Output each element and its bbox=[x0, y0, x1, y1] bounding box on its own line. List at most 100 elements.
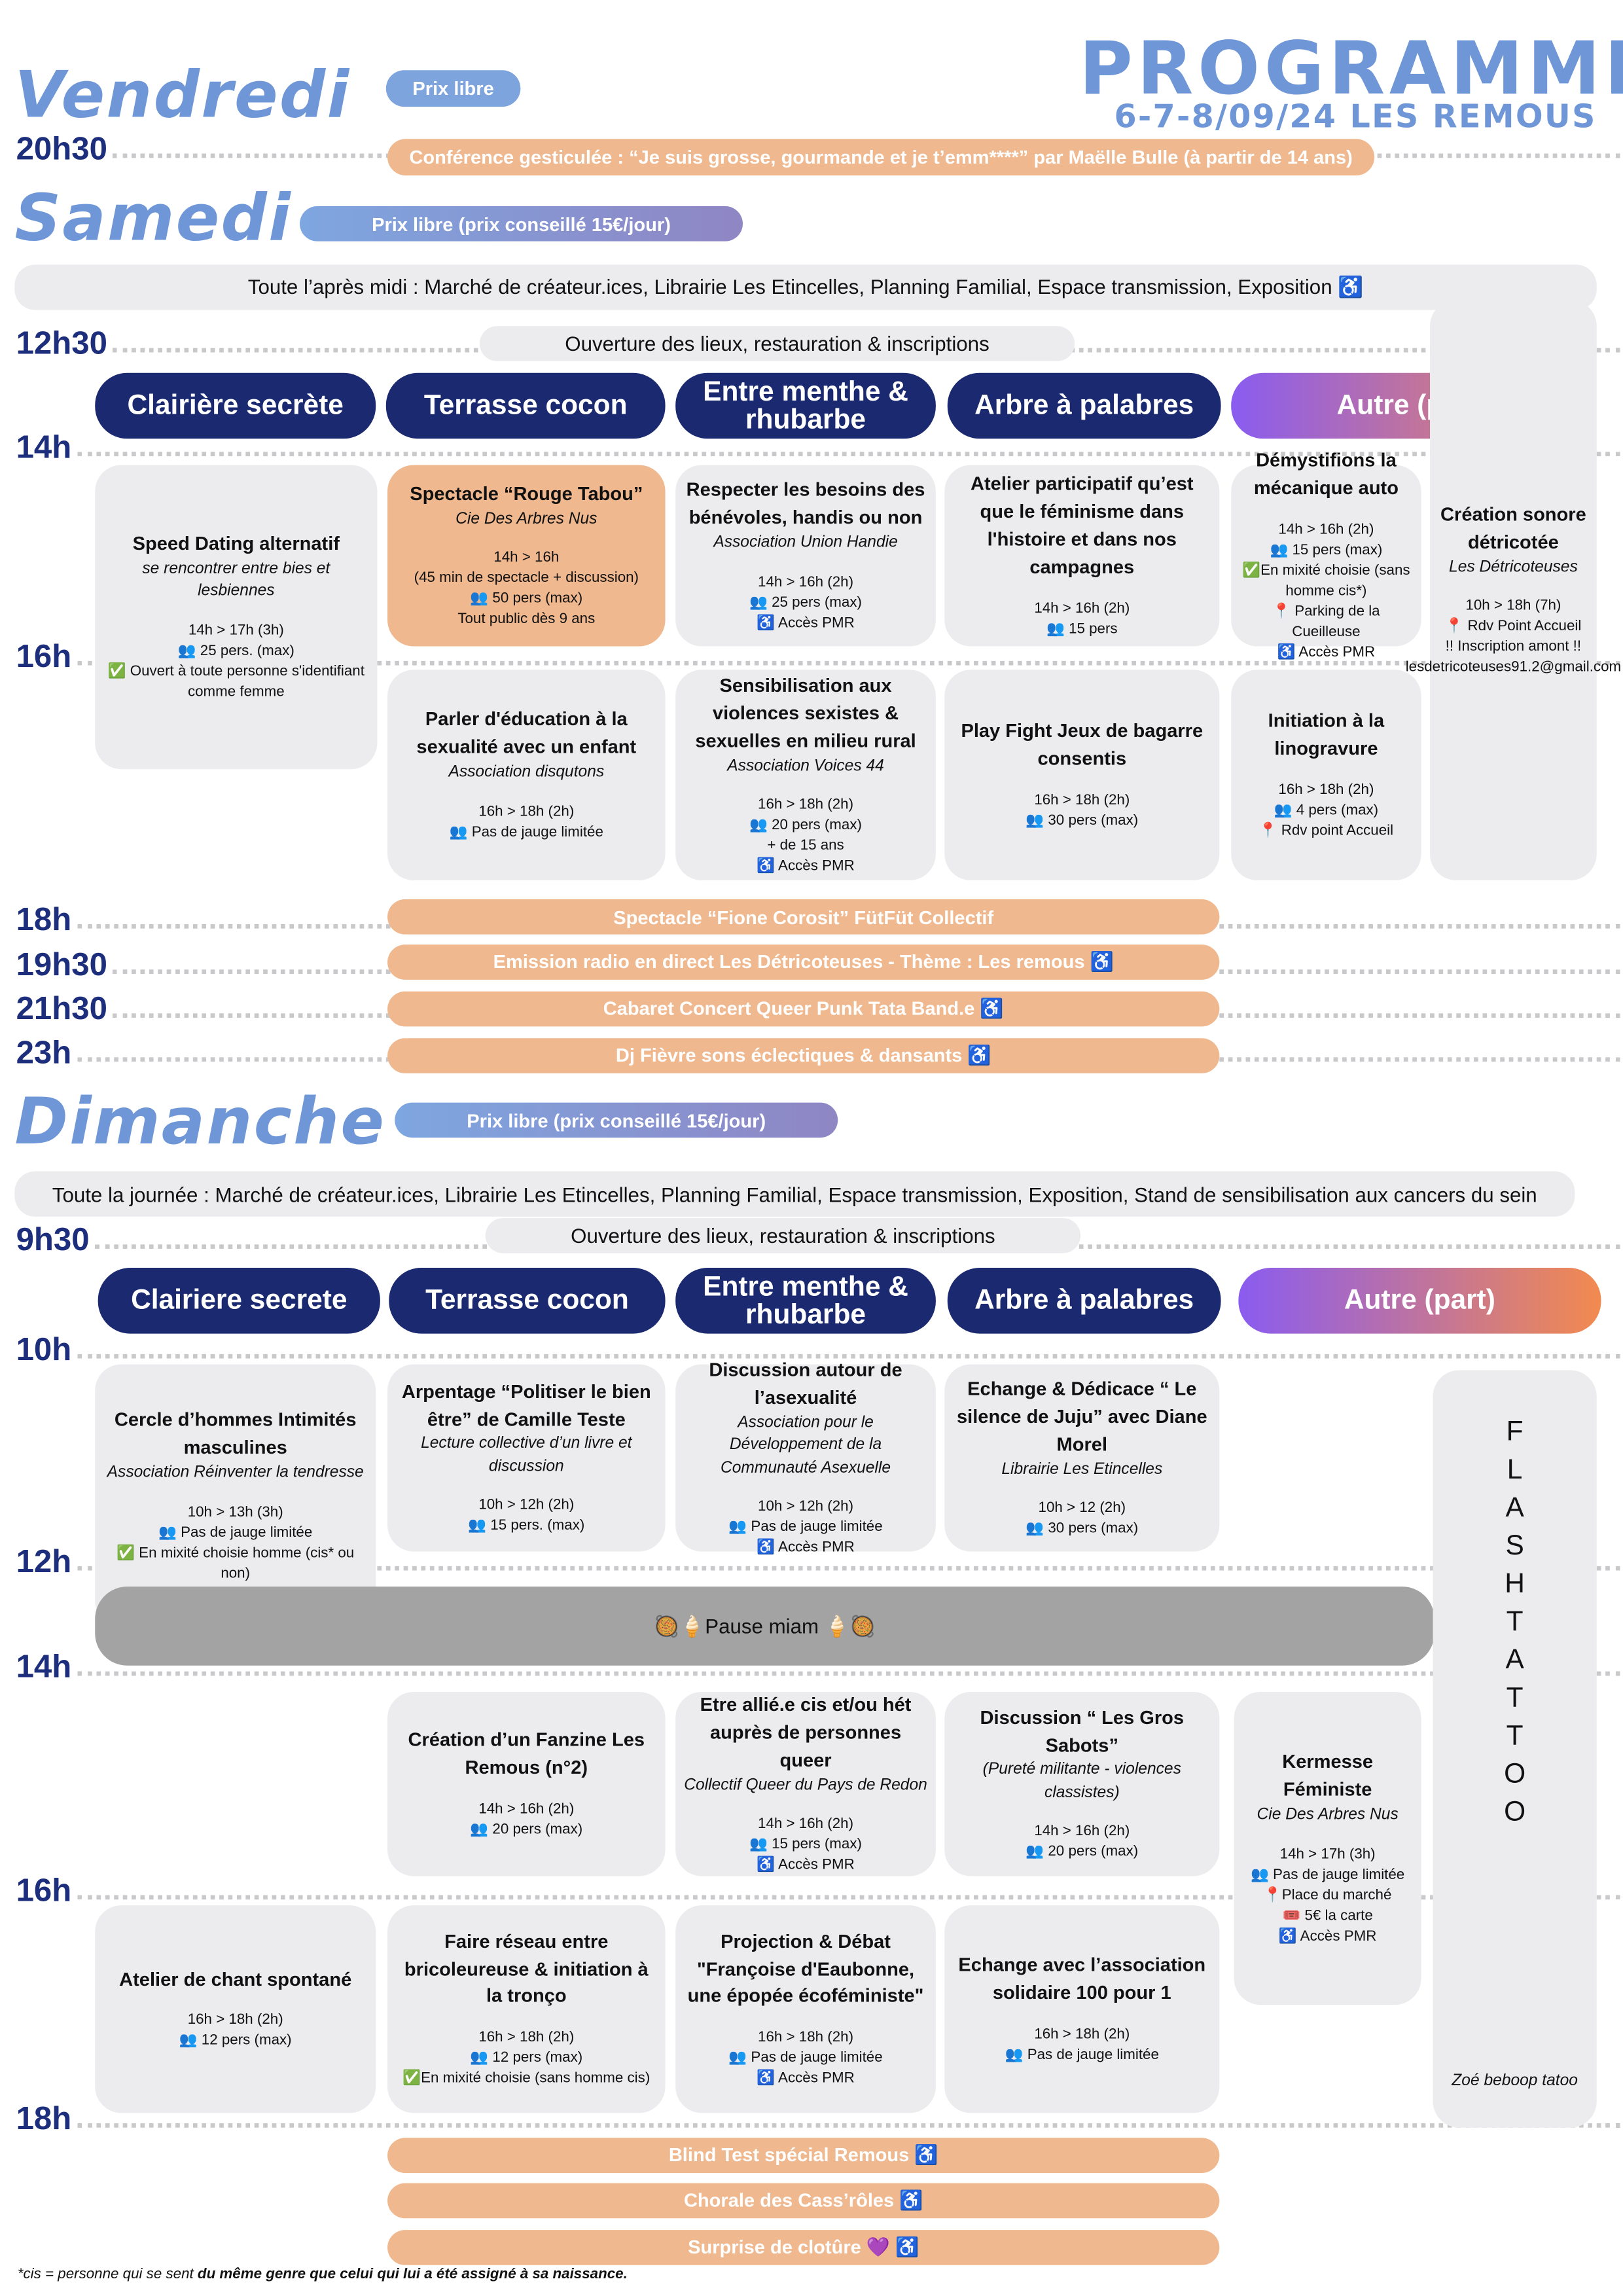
time-guide bbox=[77, 1895, 1620, 1900]
activity-info: + de 15 ans bbox=[767, 838, 844, 854]
activity-info: 👥 15 pers (max) bbox=[749, 1837, 862, 1853]
evening-event: Blind Test spécial Remous ♿ bbox=[387, 2138, 1220, 2174]
activity-info: 👥 15 pers (max) bbox=[1270, 542, 1383, 559]
time-guide bbox=[77, 452, 1620, 457]
venue-header: Terrasse cocon bbox=[385, 372, 666, 439]
activity-card: Discussion autour de l’asexualité Associa… bbox=[675, 1359, 936, 1556]
time-label: 12h30 bbox=[16, 324, 107, 361]
activity-organizer: Lecture collective d’un livre et discuss… bbox=[421, 1435, 632, 1475]
time-guide bbox=[77, 1566, 1620, 1571]
activity-title: Arpentage “Politiser le bien être” de Ca… bbox=[401, 1380, 651, 1430]
activity-info: ♿ Accès PMR bbox=[1278, 1928, 1377, 1945]
activity-card: Faire réseau entre bricoleureuse & initi… bbox=[387, 1905, 666, 2113]
activity-title: Speed Dating alternatif bbox=[132, 532, 340, 555]
activity-card: Parler d'éducation à la sexualité avec u… bbox=[387, 670, 666, 880]
activity-info: ♿ Accès PMR bbox=[1277, 644, 1376, 661]
footnote-term: *cis = personne qui se sent bbox=[17, 2267, 198, 2283]
activity-title: Echange avec l’association solidaire 100… bbox=[958, 1954, 1206, 2003]
activity-organizer: Association disqutons bbox=[448, 763, 605, 781]
activity-card: Sensibilisation aux violences sexistes &… bbox=[675, 670, 936, 880]
activity-title: Sensibilisation aux violences sexistes &… bbox=[695, 674, 916, 751]
activity-info: 16h > 18h (2h) bbox=[478, 2030, 575, 2047]
time-guide bbox=[77, 1354, 1620, 1359]
activity-card: Démystifions la mécanique auto 14h > 16h … bbox=[1231, 449, 1421, 661]
activity-card: Création d’un Fanzine Les Remous (n°2) 14… bbox=[387, 1691, 666, 1876]
activity-info: 14h > 16h (2h) bbox=[1034, 1823, 1130, 1840]
activity-info: 👥 Pas de jauge limitée bbox=[728, 2050, 883, 2067]
activity-info: 👥 20 pers (max) bbox=[749, 817, 862, 834]
activity-organizer: (Pureté militante - violences classistes… bbox=[982, 1761, 1181, 1802]
time-label: 19h30 bbox=[16, 946, 107, 983]
evening-event: Cabaret Concert Queer Punk Tata Band.e ♿ bbox=[387, 991, 1220, 1027]
time-label: 9h30 bbox=[16, 1221, 90, 1258]
activity-organizer: Collectif Queer du Pays de Redon bbox=[684, 1776, 927, 1794]
activity-info: 📍 Rdv point Accueil bbox=[1258, 823, 1394, 840]
activity-info: 👥 12 pers (max) bbox=[179, 2033, 292, 2050]
footnote: *cis = personne qui se sent du même genr… bbox=[18, 2267, 628, 2283]
activity-info: 16h > 18h (2h) bbox=[1034, 2026, 1130, 2043]
activity-card: Discussion “ Les Gros Sabots” (Pureté mil… bbox=[944, 1691, 1220, 1876]
event-bar: Conférence gesticulée : “Je suis grosse,… bbox=[387, 139, 1375, 176]
activity-title: Etre allié.e cis et/ou hét auprès de per… bbox=[700, 1693, 912, 1771]
time-label: 12h bbox=[16, 1543, 72, 1579]
activity-info: 14h > 16h (2h) bbox=[478, 1801, 575, 1818]
activity-organizer: Librairie Les Etincelles bbox=[1001, 1460, 1163, 1478]
time-label: 16h bbox=[16, 637, 72, 674]
activity-info: 👥 25 pers (max) bbox=[749, 594, 862, 611]
evening-event: Emission radio en direct Les Détricoteus… bbox=[387, 944, 1220, 980]
evening-event: Dj Fièvre sons éclectiques & dansants ♿ bbox=[387, 1038, 1220, 1073]
tattoo-artist: Zoé beboop tatoo bbox=[1452, 2071, 1578, 2089]
price-pill: Prix libre (prix conseillé 15€/jour) bbox=[395, 1102, 838, 1138]
activity-info: ✅ En mixité choisie homme (cis* ou non) bbox=[116, 1545, 355, 1582]
activity-title: Spectacle “Rouge Tabou” bbox=[410, 482, 643, 505]
evening-event: Chorale des Cass’rôles ♿ bbox=[387, 2183, 1220, 2219]
time-label: 18h bbox=[16, 2100, 72, 2137]
activity-info: 👥 Pas de jauge limitée bbox=[449, 824, 603, 840]
activity-info: 👥 20 pers (max) bbox=[1026, 1844, 1139, 1861]
activity-info: 16h > 18h (2h) bbox=[478, 803, 575, 820]
activity-card: Respecter les besoins des bénévoles, han… bbox=[675, 465, 936, 647]
activity-card: Création sonore détricotée Les Détricoteu… bbox=[1406, 300, 1621, 880]
activity-info: Tout public dès 9 ans bbox=[457, 611, 596, 628]
activity-info: 👥 12 pers (max) bbox=[470, 2050, 583, 2067]
activity-info: 10h > 13h (3h) bbox=[187, 1503, 283, 1520]
activity-info: 👥 Pas de jauge limitée bbox=[1251, 1867, 1405, 1883]
time-label: 10h bbox=[16, 1331, 72, 1367]
footnote-definition: du même genre que celui qui lui a été as… bbox=[197, 2267, 628, 2283]
activity-organizer: Cie Des Arbres Nus bbox=[1257, 1806, 1399, 1824]
time-label: 21h30 bbox=[16, 990, 107, 1027]
time-guide bbox=[77, 2123, 1620, 2128]
price-pill: Prix libre (prix conseillé 15€/jour) bbox=[300, 206, 743, 242]
activity-card: Cercle d’hommes Intimités masculines Asso… bbox=[95, 1364, 376, 1628]
activity-info: 👥 20 pers (max) bbox=[470, 1821, 583, 1839]
price-pill: Prix libre bbox=[385, 70, 521, 107]
activity-info: 📍Place du marché bbox=[1263, 1887, 1392, 1903]
programme-dates: 6-7-8/09/24 LES REMOUS bbox=[1114, 99, 1597, 136]
opening-pill: Ouverture des lieux, restauration & insc… bbox=[479, 326, 1075, 361]
activity-card: Initiation à la linogravure 16h > 18h (2h… bbox=[1231, 670, 1421, 880]
activity-title: Echange & Dédicace “ Le silence de Juju”… bbox=[957, 1377, 1207, 1455]
activity-info: 14h > 17h (3h) bbox=[1279, 1846, 1376, 1863]
activity-info: 16h > 18h (2h) bbox=[758, 2030, 854, 2047]
activity-info: 👥 50 pers (max) bbox=[470, 590, 583, 607]
activity-title: Création sonore détricotée bbox=[1440, 503, 1586, 553]
activity-title: Kermesse Féministe bbox=[1282, 1751, 1374, 1801]
time-guide bbox=[77, 1671, 1620, 1676]
activity-title: Respecter les besoins des bénévoles, han… bbox=[686, 478, 925, 529]
activity-organizer: Association Voices 44 bbox=[727, 757, 884, 775]
info-banner: Toute la journée : Marché de créateur.ic… bbox=[14, 1171, 1575, 1217]
activity-info: ♿ Accès PMR bbox=[757, 1857, 855, 1873]
tattoo-card: FLASH TATTOO Zoé beboop tatoo bbox=[1433, 1370, 1597, 2128]
activity-info: (45 min de spectacle + discussion) bbox=[414, 570, 639, 587]
activity-info: ✅En mixité choisie (sans homme cis*) bbox=[1242, 562, 1410, 600]
activity-organizer: Association pour le Développement de la … bbox=[721, 1413, 891, 1477]
activity-info: 14h > 16h (2h) bbox=[758, 573, 854, 590]
activity-title: Atelier de chant spontané bbox=[119, 1967, 352, 1990]
day-title: Vendredi bbox=[14, 58, 351, 134]
activity-info: ♿ Accès PMR bbox=[757, 615, 855, 632]
time-label: 14h bbox=[16, 1647, 72, 1685]
activity-info: 14h > 16h (2h) bbox=[758, 1816, 854, 1833]
activity-info: 👥 Pas de jauge limitée bbox=[1005, 2047, 1159, 2064]
activity-info: ✅En mixité choisie (sans homme cis) bbox=[402, 2071, 651, 2087]
